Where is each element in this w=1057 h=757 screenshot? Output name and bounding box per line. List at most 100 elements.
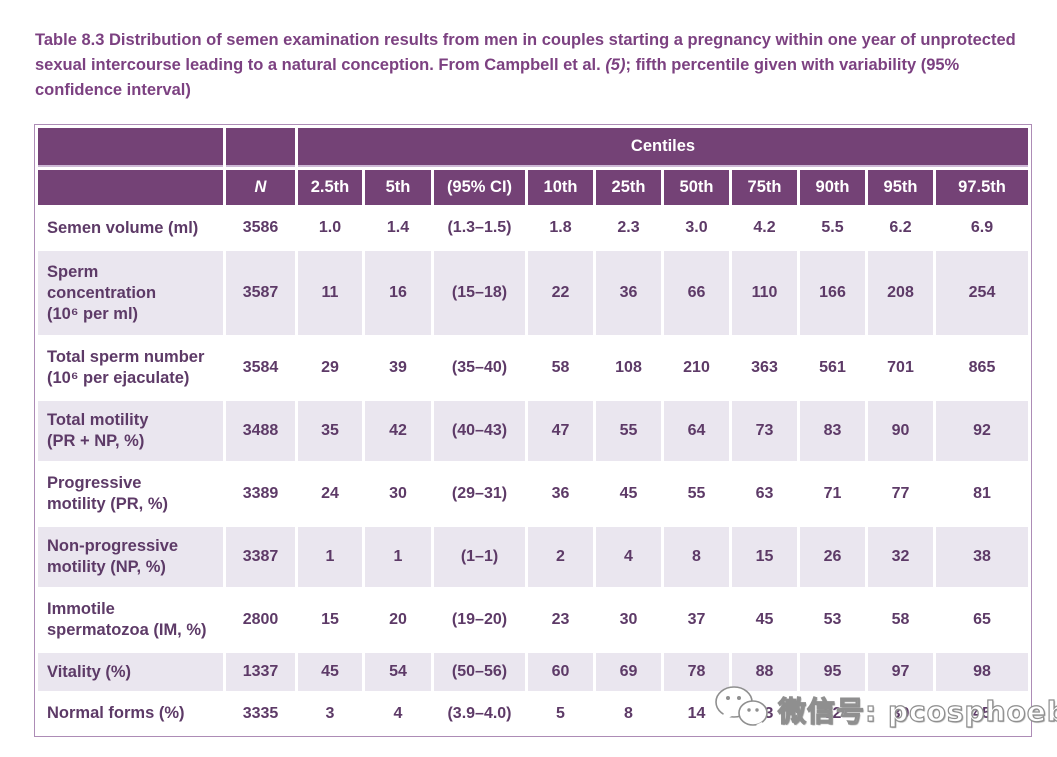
row-label-cell: Normal forms (%) bbox=[38, 694, 223, 733]
value-cell: 45 bbox=[732, 590, 797, 650]
value-cell: (40–43) bbox=[434, 401, 525, 461]
value-cell: 60 bbox=[528, 653, 593, 691]
value-cell: 45 bbox=[298, 653, 362, 691]
value-cell: 6.2 bbox=[868, 208, 933, 248]
value-cell: 77 bbox=[868, 464, 933, 524]
value-cell: (29–31) bbox=[434, 464, 525, 524]
column-header-n: N bbox=[226, 170, 295, 205]
value-cell: 35 bbox=[298, 401, 362, 461]
row-label-cell: Non-progressive motility (NP, %) bbox=[38, 527, 223, 587]
value-cell: 11 bbox=[298, 251, 362, 335]
value-cell: 110 bbox=[732, 251, 797, 335]
value-cell: 561 bbox=[800, 338, 865, 398]
value-cell: 3335 bbox=[226, 694, 295, 733]
value-cell: 1 bbox=[298, 527, 362, 587]
results-table-container: Centiles N 2.5th 5th (95% CI) 10th 25th … bbox=[34, 124, 1032, 737]
value-cell: 36 bbox=[528, 464, 593, 524]
table-row-immotile-spermatozoa: Immotile spermatozoa (IM, %) 2800 15 20 … bbox=[38, 590, 1028, 650]
value-cell: (50–56) bbox=[434, 653, 525, 691]
row-label-cell: Immotile spermatozoa (IM, %) bbox=[38, 590, 223, 650]
table-row-normal-forms: Normal forms (%) 3335 3 4 (3.9–4.0) 5 8 … bbox=[38, 694, 1028, 733]
value-cell: 208 bbox=[868, 251, 933, 335]
value-cell: 1.4 bbox=[365, 208, 431, 248]
value-cell: 53 bbox=[800, 590, 865, 650]
value-cell: 78 bbox=[664, 653, 729, 691]
row-label-cell: Total motility (PR + NP, %) bbox=[38, 401, 223, 461]
value-cell: 32 bbox=[800, 694, 865, 733]
value-cell: 71 bbox=[800, 464, 865, 524]
value-cell: 3584 bbox=[226, 338, 295, 398]
value-cell: 36 bbox=[596, 251, 661, 335]
value-cell: (19–20) bbox=[434, 590, 525, 650]
value-cell: 2800 bbox=[226, 590, 295, 650]
caption-text-tail: ; fifth percentile given with variabilit… bbox=[35, 56, 960, 99]
value-cell: (35–40) bbox=[434, 338, 525, 398]
value-cell: 5.5 bbox=[800, 208, 865, 248]
centiles-header-cell: Centiles bbox=[298, 128, 1028, 167]
caption-reference: (5) bbox=[605, 56, 626, 74]
value-cell: 3387 bbox=[226, 527, 295, 587]
value-cell: 42 bbox=[365, 401, 431, 461]
value-cell: 54 bbox=[365, 653, 431, 691]
value-cell: 5 bbox=[528, 694, 593, 733]
value-cell: 3586 bbox=[226, 208, 295, 248]
value-cell: 83 bbox=[800, 401, 865, 461]
row-label-cell: Sperm concentration (10⁶ per ml) bbox=[38, 251, 223, 335]
results-table: Centiles N 2.5th 5th (95% CI) 10th 25th … bbox=[35, 125, 1031, 736]
value-cell: 23 bbox=[528, 590, 593, 650]
value-cell: (1.3–1.5) bbox=[434, 208, 525, 248]
value-cell: 81 bbox=[936, 464, 1028, 524]
value-cell: 1337 bbox=[226, 653, 295, 691]
column-header-5th: 5th bbox=[365, 170, 431, 205]
column-header-25th: 25th bbox=[596, 170, 661, 205]
row-label-cell: Semen volume (ml) bbox=[38, 208, 223, 248]
table-row-non-progressive-motility: Non-progressive motility (NP, %) 3387 1 … bbox=[38, 527, 1028, 587]
column-header-row: N 2.5th 5th (95% CI) 10th 25th 50th 75th… bbox=[38, 170, 1028, 205]
row-label-header-cell bbox=[38, 170, 223, 205]
value-cell: 30 bbox=[596, 590, 661, 650]
caption-text: Table 8.3 Distribution of semen examinat… bbox=[35, 31, 1016, 74]
table-row-semen-volume: Semen volume (ml) 3586 1.0 1.4 (1.3–1.5)… bbox=[38, 208, 1028, 248]
value-cell: 39 bbox=[868, 694, 933, 733]
column-header-95ci: (95% CI) bbox=[434, 170, 525, 205]
value-cell: 55 bbox=[664, 464, 729, 524]
column-header-10th: 10th bbox=[528, 170, 593, 205]
row-label-cell: Progressive motility (PR, %) bbox=[38, 464, 223, 524]
table-caption: Table 8.3 Distribution of semen examinat… bbox=[35, 28, 1027, 103]
value-cell: 3488 bbox=[226, 401, 295, 461]
value-cell: 22 bbox=[528, 251, 593, 335]
value-cell: 3 bbox=[298, 694, 362, 733]
value-cell: 8 bbox=[596, 694, 661, 733]
table-row-total-sperm-number: Total sperm number (10⁶ per ejaculate) 3… bbox=[38, 338, 1028, 398]
value-cell: 20 bbox=[365, 590, 431, 650]
column-header-50th: 50th bbox=[664, 170, 729, 205]
value-cell: 2 bbox=[528, 527, 593, 587]
value-cell: 4 bbox=[365, 694, 431, 733]
value-cell: 95 bbox=[800, 653, 865, 691]
value-cell: 210 bbox=[664, 338, 729, 398]
value-cell: 45 bbox=[936, 694, 1028, 733]
value-cell: 3389 bbox=[226, 464, 295, 524]
value-cell: 166 bbox=[800, 251, 865, 335]
value-cell: 26 bbox=[800, 527, 865, 587]
value-cell: (1–1) bbox=[434, 527, 525, 587]
value-cell: 65 bbox=[936, 590, 1028, 650]
value-cell: 8 bbox=[664, 527, 729, 587]
centiles-header-row: Centiles bbox=[38, 128, 1028, 167]
value-cell: 1.0 bbox=[298, 208, 362, 248]
value-cell: 39 bbox=[365, 338, 431, 398]
value-cell: 38 bbox=[936, 527, 1028, 587]
column-header-90th: 90th bbox=[800, 170, 865, 205]
value-cell: 3.0 bbox=[664, 208, 729, 248]
value-cell: 23 bbox=[732, 694, 797, 733]
value-cell: 98 bbox=[936, 653, 1028, 691]
empty-n-header-cell bbox=[226, 128, 295, 167]
value-cell: 2.3 bbox=[596, 208, 661, 248]
column-header-75th: 75th bbox=[732, 170, 797, 205]
value-cell: 30 bbox=[365, 464, 431, 524]
value-cell: 97 bbox=[868, 653, 933, 691]
value-cell: 88 bbox=[732, 653, 797, 691]
value-cell: 14 bbox=[664, 694, 729, 733]
column-header-95th: 95th bbox=[868, 170, 933, 205]
